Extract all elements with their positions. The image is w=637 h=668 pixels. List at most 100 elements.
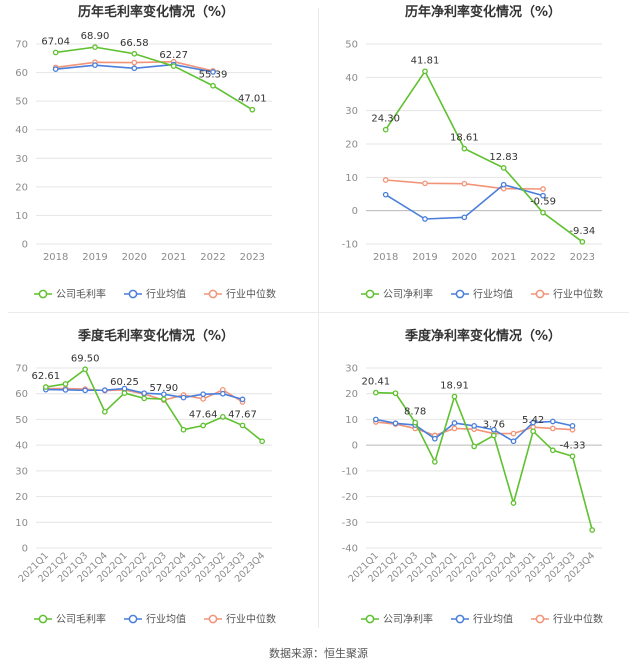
series-line-company [55,46,253,111]
data-label: 5.42 [522,415,544,426]
legend-marker-icon [38,614,48,624]
x-tick-label: 2021 [491,252,516,263]
data-label: 18.91 [440,381,469,392]
data-point-industry_median [540,186,546,192]
chart-panel-2: 历年净利率变化情况（%） -10 0 10 20 30 40 50 2018 2019 2020 20… [342,4,603,301]
data-point-company [210,82,216,89]
data-point-industry_avg [239,396,246,403]
data-label: 41.81 [411,55,440,66]
data-point-company [92,44,98,50]
legend-label: 行业均值 [146,288,186,301]
legend-marker-icon [128,614,138,624]
legend-item-company: 公司毛利率 [34,288,106,301]
y-tick-label: 10 [15,211,28,222]
data-label: 47.67 [228,409,257,420]
y-tick-label: 10 [345,173,358,184]
legend-item-industry_median: 行业中位数 [531,613,603,626]
y-tick-label: 20 [345,389,358,400]
x-tick-label: 2021 [161,252,186,263]
data-point-industry_avg [141,390,148,397]
legend-marker-icon [535,289,545,299]
legend-item-company: 公司净利率 [361,613,433,626]
data-point-company [540,209,546,216]
data-point-company [589,527,596,533]
data-point-industry_avg [52,66,59,72]
legend-marker-icon [38,289,48,299]
x-tick-label: 2022 [200,252,225,263]
horizontal-divider [8,312,629,313]
data-label: 55.39 [199,70,228,81]
series-line-company [375,391,593,531]
x-tick-label: 2018 [43,252,68,263]
data-label: 69.50 [71,353,100,364]
data-point-company [239,422,246,429]
legend-marker-icon [208,289,218,299]
legend-item-company: 公司净利率 [361,288,433,301]
data-point-industry_avg [180,394,187,401]
data-point-industry_avg [219,390,226,397]
data-label: 66.58 [120,38,149,49]
data-label: 62.27 [159,50,188,61]
data-point-company [62,381,69,387]
data-point-industry_avg [530,419,537,426]
y-tick-label: 60 [15,389,28,400]
data-point-company [101,408,108,415]
x-tick-label: 2020 [452,252,477,263]
data-point-company [160,396,167,402]
y-tick-label: 20 [345,140,358,151]
y-tick-label: 60 [15,68,28,79]
data-point-company [82,366,89,373]
y-tick-label: 50 [15,415,28,426]
chart-title: 季度毛利率变化情况（%） [77,328,234,344]
data-point-company [461,145,468,152]
y-tick-label: 10 [345,415,358,426]
x-tick-label: 2020 [122,252,147,263]
data-point-company [412,419,419,426]
data-label: 20.41 [362,377,391,388]
data-point-company [549,447,556,454]
legend-label: 行业中位数 [553,288,603,301]
y-tick-label: 10 [15,518,28,529]
data-label: 60.25 [110,377,139,388]
data-point-company [141,395,148,402]
data-point-industry_median [382,177,389,183]
data-point-industry_avg [569,423,576,429]
legend-marker-icon [455,614,465,624]
legend-marker-icon [535,614,545,624]
data-point-company [180,426,187,433]
legend-item-industry_median: 行业中位数 [204,288,276,301]
data-point-industry_avg [431,435,438,442]
data-point-company [569,453,576,460]
y-tick-label: 0 [352,441,358,452]
legend-label: 行业均值 [473,288,513,301]
y-tick-label: 70 [15,364,28,375]
data-point-industry_avg [490,426,497,433]
data-label: 67.04 [41,36,70,47]
data-point-company [510,500,517,506]
data-point-company [52,49,59,56]
data-point-industry_avg [92,62,98,68]
data-point-company [131,50,138,57]
data-label: -9.34 [569,226,595,237]
legend-label: 行业均值 [146,613,186,626]
y-tick-label: 30 [345,106,358,117]
legend-marker-icon [365,614,375,624]
y-tick-label: -10 [342,466,358,477]
data-point-company [530,428,537,435]
legend-label: 公司净利率 [383,613,433,626]
data-point-company [382,126,389,133]
data-point-company [471,443,478,450]
legend-item-company: 公司毛利率 [34,613,106,626]
data-point-company [392,390,399,397]
legend-label: 公司毛利率 [56,613,106,626]
data-label: -0.59 [530,197,556,208]
data-point-industry_avg [461,214,468,221]
x-tick-label: 2023 [570,252,595,263]
y-tick-label: 20 [15,492,28,503]
y-tick-label: 40 [345,73,358,84]
data-point-company [372,389,379,396]
y-tick-label: 0 [352,206,358,217]
y-tick-label: 0 [22,544,28,555]
data-point-industry_avg [200,391,207,398]
legend-label: 行业中位数 [226,288,276,301]
